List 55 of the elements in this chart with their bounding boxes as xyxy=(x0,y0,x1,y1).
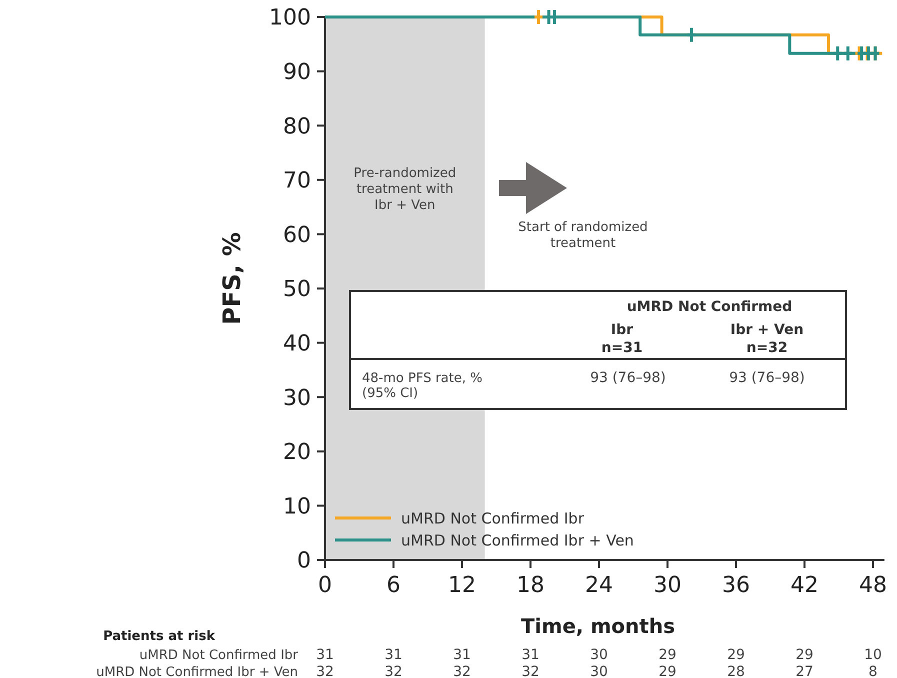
annotation: 48-mo PFS rate, % (95% CI) xyxy=(362,371,482,401)
text: 10 xyxy=(864,647,882,663)
text: 28 xyxy=(727,664,745,678)
text: 32 xyxy=(453,664,471,678)
text: 29 xyxy=(658,647,676,663)
x-tick-label: 24 xyxy=(585,573,613,598)
text: 30 xyxy=(590,647,608,663)
y-axis-title: PFS, % xyxy=(218,232,246,325)
text: 31 xyxy=(316,647,334,663)
text: 32 xyxy=(522,664,540,678)
text: 27 xyxy=(796,664,814,678)
text: uMRD Not Confirmed Ibr xyxy=(139,648,299,663)
text: 29 xyxy=(727,647,745,663)
text: Patients at risk xyxy=(103,629,216,644)
x-tick-label: 12 xyxy=(448,573,476,598)
text: 29 xyxy=(796,647,814,663)
x-tick-label: 48 xyxy=(859,573,887,598)
band-label: Pre-randomized treatment with Ibr + Ven xyxy=(354,166,456,213)
x-tick-label: 36 xyxy=(722,573,750,598)
annotation: Ibr + Ven xyxy=(730,322,804,338)
x-tick-label: 0 xyxy=(318,573,332,598)
text: 31 xyxy=(522,647,540,663)
x-axis-title: Time, months xyxy=(521,614,675,638)
x-tick-label: 18 xyxy=(516,573,544,598)
x-tick-label: 30 xyxy=(654,573,682,598)
legend-label: uMRD Not Confirmed Ibr xyxy=(401,509,585,528)
annotation: 93 (76–98) xyxy=(590,370,666,386)
text: 8 xyxy=(868,664,878,678)
text: 32 xyxy=(384,664,402,678)
text: 30 xyxy=(590,664,608,678)
y-tick-label: 90 xyxy=(283,60,311,85)
annotation: uMRD Not Confirmed xyxy=(626,299,792,315)
y-tick-label: 20 xyxy=(283,440,311,466)
legend-label: uMRD Not Confirmed Ibr + Ven xyxy=(401,531,634,550)
y-tick-label: 10 xyxy=(283,494,311,520)
text: 32 xyxy=(316,664,334,678)
text: 31 xyxy=(384,647,402,663)
text: 31 xyxy=(453,647,471,663)
y-tick-label: 100 xyxy=(269,6,311,31)
y-tick-label: 60 xyxy=(283,222,311,248)
text: uMRD Not Confirmed Ibr + Ven xyxy=(96,665,298,678)
x-tick-label: 6 xyxy=(386,573,400,598)
x-tick-label: 42 xyxy=(790,573,818,598)
annotation: Ibr xyxy=(610,322,634,338)
y-tick-label: 0 xyxy=(297,548,311,574)
annotation: Start of randomized treatment xyxy=(518,220,648,251)
text: 29 xyxy=(658,664,676,678)
y-tick-label: 30 xyxy=(283,386,311,411)
y-tick-label: 40 xyxy=(283,332,311,356)
annotation: n=32 xyxy=(746,340,788,356)
annotation: 93 (76–98) xyxy=(729,370,805,386)
y-tick-label: 50 xyxy=(283,277,311,302)
y-tick-label: 80 xyxy=(283,114,311,140)
annotation: n=31 xyxy=(601,340,643,356)
y-tick-label: 70 xyxy=(283,168,311,194)
